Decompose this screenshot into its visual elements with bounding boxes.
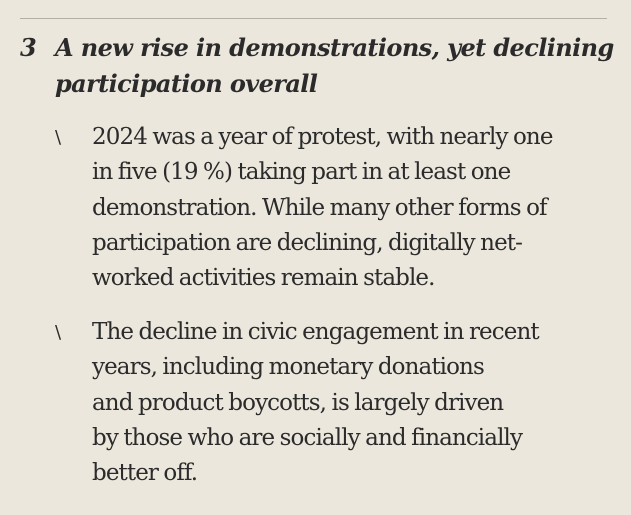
section-number: 3	[20, 33, 37, 62]
bullet-text: 2024 was a year of protest, with nearly …	[92, 124, 553, 292]
bullet-marker: \	[55, 322, 62, 343]
bullet-marker: \	[55, 127, 62, 148]
section-title: A new rise in demonstrations, yet declin…	[55, 33, 614, 98]
bullet-text: The decline in civic engagement in recen…	[92, 319, 540, 487]
section-divider	[20, 18, 607, 19]
